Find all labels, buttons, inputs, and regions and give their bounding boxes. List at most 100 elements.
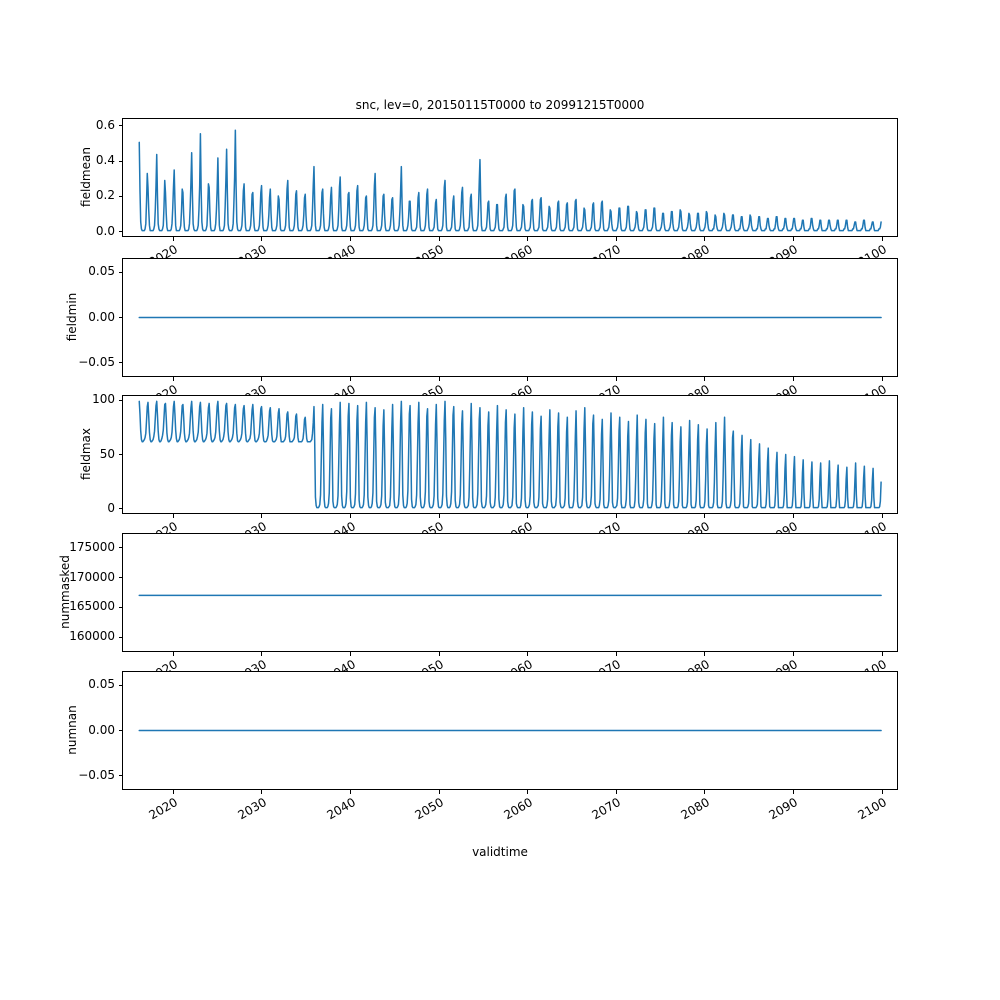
y-tick-label: −0.05 xyxy=(78,767,115,782)
x-tick-label: 2050 xyxy=(412,795,447,823)
y-axis-label-nummasked: nummasked xyxy=(57,554,72,629)
x-tick-mark xyxy=(261,514,263,518)
x-tick-mark xyxy=(438,790,440,794)
x-tick-mark xyxy=(172,652,174,656)
x-tick-mark xyxy=(615,237,617,241)
x-tick-mark xyxy=(261,790,263,794)
series-line-fieldmean xyxy=(139,130,881,230)
x-tick-mark xyxy=(615,652,617,656)
y-tick-label: 0.00 xyxy=(88,309,115,324)
y-tick-mark xyxy=(118,577,122,579)
y-tick-label: −0.05 xyxy=(78,354,115,369)
y-tick-label: 165000 xyxy=(69,599,115,614)
x-tick-mark xyxy=(438,237,440,241)
panel-fieldmean xyxy=(122,118,898,237)
y-tick-label: 0.05 xyxy=(88,677,115,692)
x-tick-label: 2040 xyxy=(324,795,358,823)
x-tick-mark xyxy=(792,514,794,518)
x-tick-label: 2080 xyxy=(678,795,712,823)
x-tick-mark xyxy=(438,514,440,518)
y-tick-label: 160000 xyxy=(69,629,115,644)
x-tick-label: 2060 xyxy=(501,795,535,823)
y-axis-label-numnan: numnan xyxy=(65,704,79,755)
x-tick-mark xyxy=(615,514,617,518)
y-tick-mark xyxy=(118,606,122,608)
y-tick-label: 170000 xyxy=(69,569,115,584)
x-tick-mark xyxy=(172,237,174,241)
y-tick-label: 0.0 xyxy=(95,223,115,238)
y-tick-mark xyxy=(118,125,122,127)
x-tick-mark xyxy=(881,652,883,656)
y-tick-mark xyxy=(118,362,122,364)
x-tick-mark xyxy=(881,237,883,241)
y-tick-label: 0 xyxy=(107,500,115,515)
x-tick-mark xyxy=(704,790,706,794)
y-tick-mark xyxy=(118,317,122,318)
y-tick-label: 100 xyxy=(92,392,115,407)
y-tick-mark xyxy=(118,636,122,638)
x-tick-mark xyxy=(350,652,352,656)
x-tick-mark xyxy=(527,790,529,794)
x-tick-mark xyxy=(172,514,174,518)
y-tick-label: 175000 xyxy=(69,539,115,554)
x-tick-mark xyxy=(527,514,529,518)
x-tick-mark xyxy=(350,514,352,518)
x-tick-mark xyxy=(527,652,529,656)
y-tick-label: 0.05 xyxy=(88,264,115,279)
x-tick-mark xyxy=(438,377,440,381)
y-tick-mark xyxy=(118,195,122,197)
y-tick-label: 0.2 xyxy=(95,188,115,203)
x-tick-mark xyxy=(438,652,440,656)
x-tick-mark xyxy=(792,790,794,794)
x-tick-mark xyxy=(881,377,883,381)
x-tick-mark xyxy=(704,237,706,241)
x-tick-mark xyxy=(261,652,263,656)
x-tick-mark xyxy=(704,377,706,381)
y-tick-label: 0.4 xyxy=(95,153,115,168)
x-tick-mark xyxy=(172,377,174,381)
y-axis-label-fieldmin: fieldmin xyxy=(65,292,79,341)
y-tick-mark xyxy=(118,730,122,731)
y-tick-mark xyxy=(118,508,122,510)
x-tick-label: 2020 xyxy=(146,795,181,823)
panel-nummasked xyxy=(122,533,898,652)
x-tick-mark xyxy=(527,237,529,241)
y-tick-mark xyxy=(118,547,122,549)
x-tick-label: 2100 xyxy=(855,795,890,823)
y-axis-label-fieldmean: fieldmean xyxy=(79,146,94,207)
y-axis-label-fieldmax: fieldmax xyxy=(79,427,94,480)
x-tick-mark xyxy=(792,237,794,241)
x-tick-mark xyxy=(704,514,706,518)
y-tick-mark xyxy=(118,231,122,233)
x-tick-mark xyxy=(527,377,529,381)
x-tick-mark xyxy=(350,790,352,794)
y-tick-label: 50 xyxy=(99,446,115,461)
x-tick-mark xyxy=(350,377,352,381)
y-tick-label: 0.6 xyxy=(95,117,115,132)
y-tick-mark xyxy=(118,399,122,401)
x-axis-label: validtime xyxy=(472,845,528,859)
y-tick-mark xyxy=(118,684,122,686)
x-tick-label: 2070 xyxy=(589,795,624,823)
x-tick-mark xyxy=(350,237,352,241)
x-tick-mark xyxy=(615,377,617,381)
y-tick-mark xyxy=(118,775,122,777)
panel-fieldmax xyxy=(122,395,898,514)
series-line-fieldmax xyxy=(139,401,881,507)
x-tick-mark xyxy=(261,237,263,241)
figure-title: snc, lev=0, 20150115T0000 to 20991215T00… xyxy=(355,98,645,112)
x-tick-mark xyxy=(881,790,883,794)
x-tick-mark xyxy=(792,377,794,381)
x-tick-mark xyxy=(881,514,883,518)
x-tick-mark xyxy=(615,790,617,794)
x-tick-mark xyxy=(172,790,174,794)
x-tick-mark xyxy=(704,652,706,656)
y-tick-mark xyxy=(118,454,122,455)
x-tick-mark xyxy=(261,377,263,381)
panel-numnan xyxy=(122,671,898,790)
y-tick-mark xyxy=(118,271,122,273)
x-tick-mark xyxy=(792,652,794,656)
y-tick-mark xyxy=(118,160,122,162)
panel-fieldmin xyxy=(122,258,898,377)
